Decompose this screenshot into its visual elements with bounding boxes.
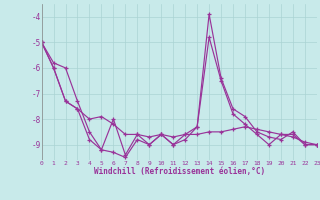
X-axis label: Windchill (Refroidissement éolien,°C): Windchill (Refroidissement éolien,°C) xyxy=(94,167,265,176)
